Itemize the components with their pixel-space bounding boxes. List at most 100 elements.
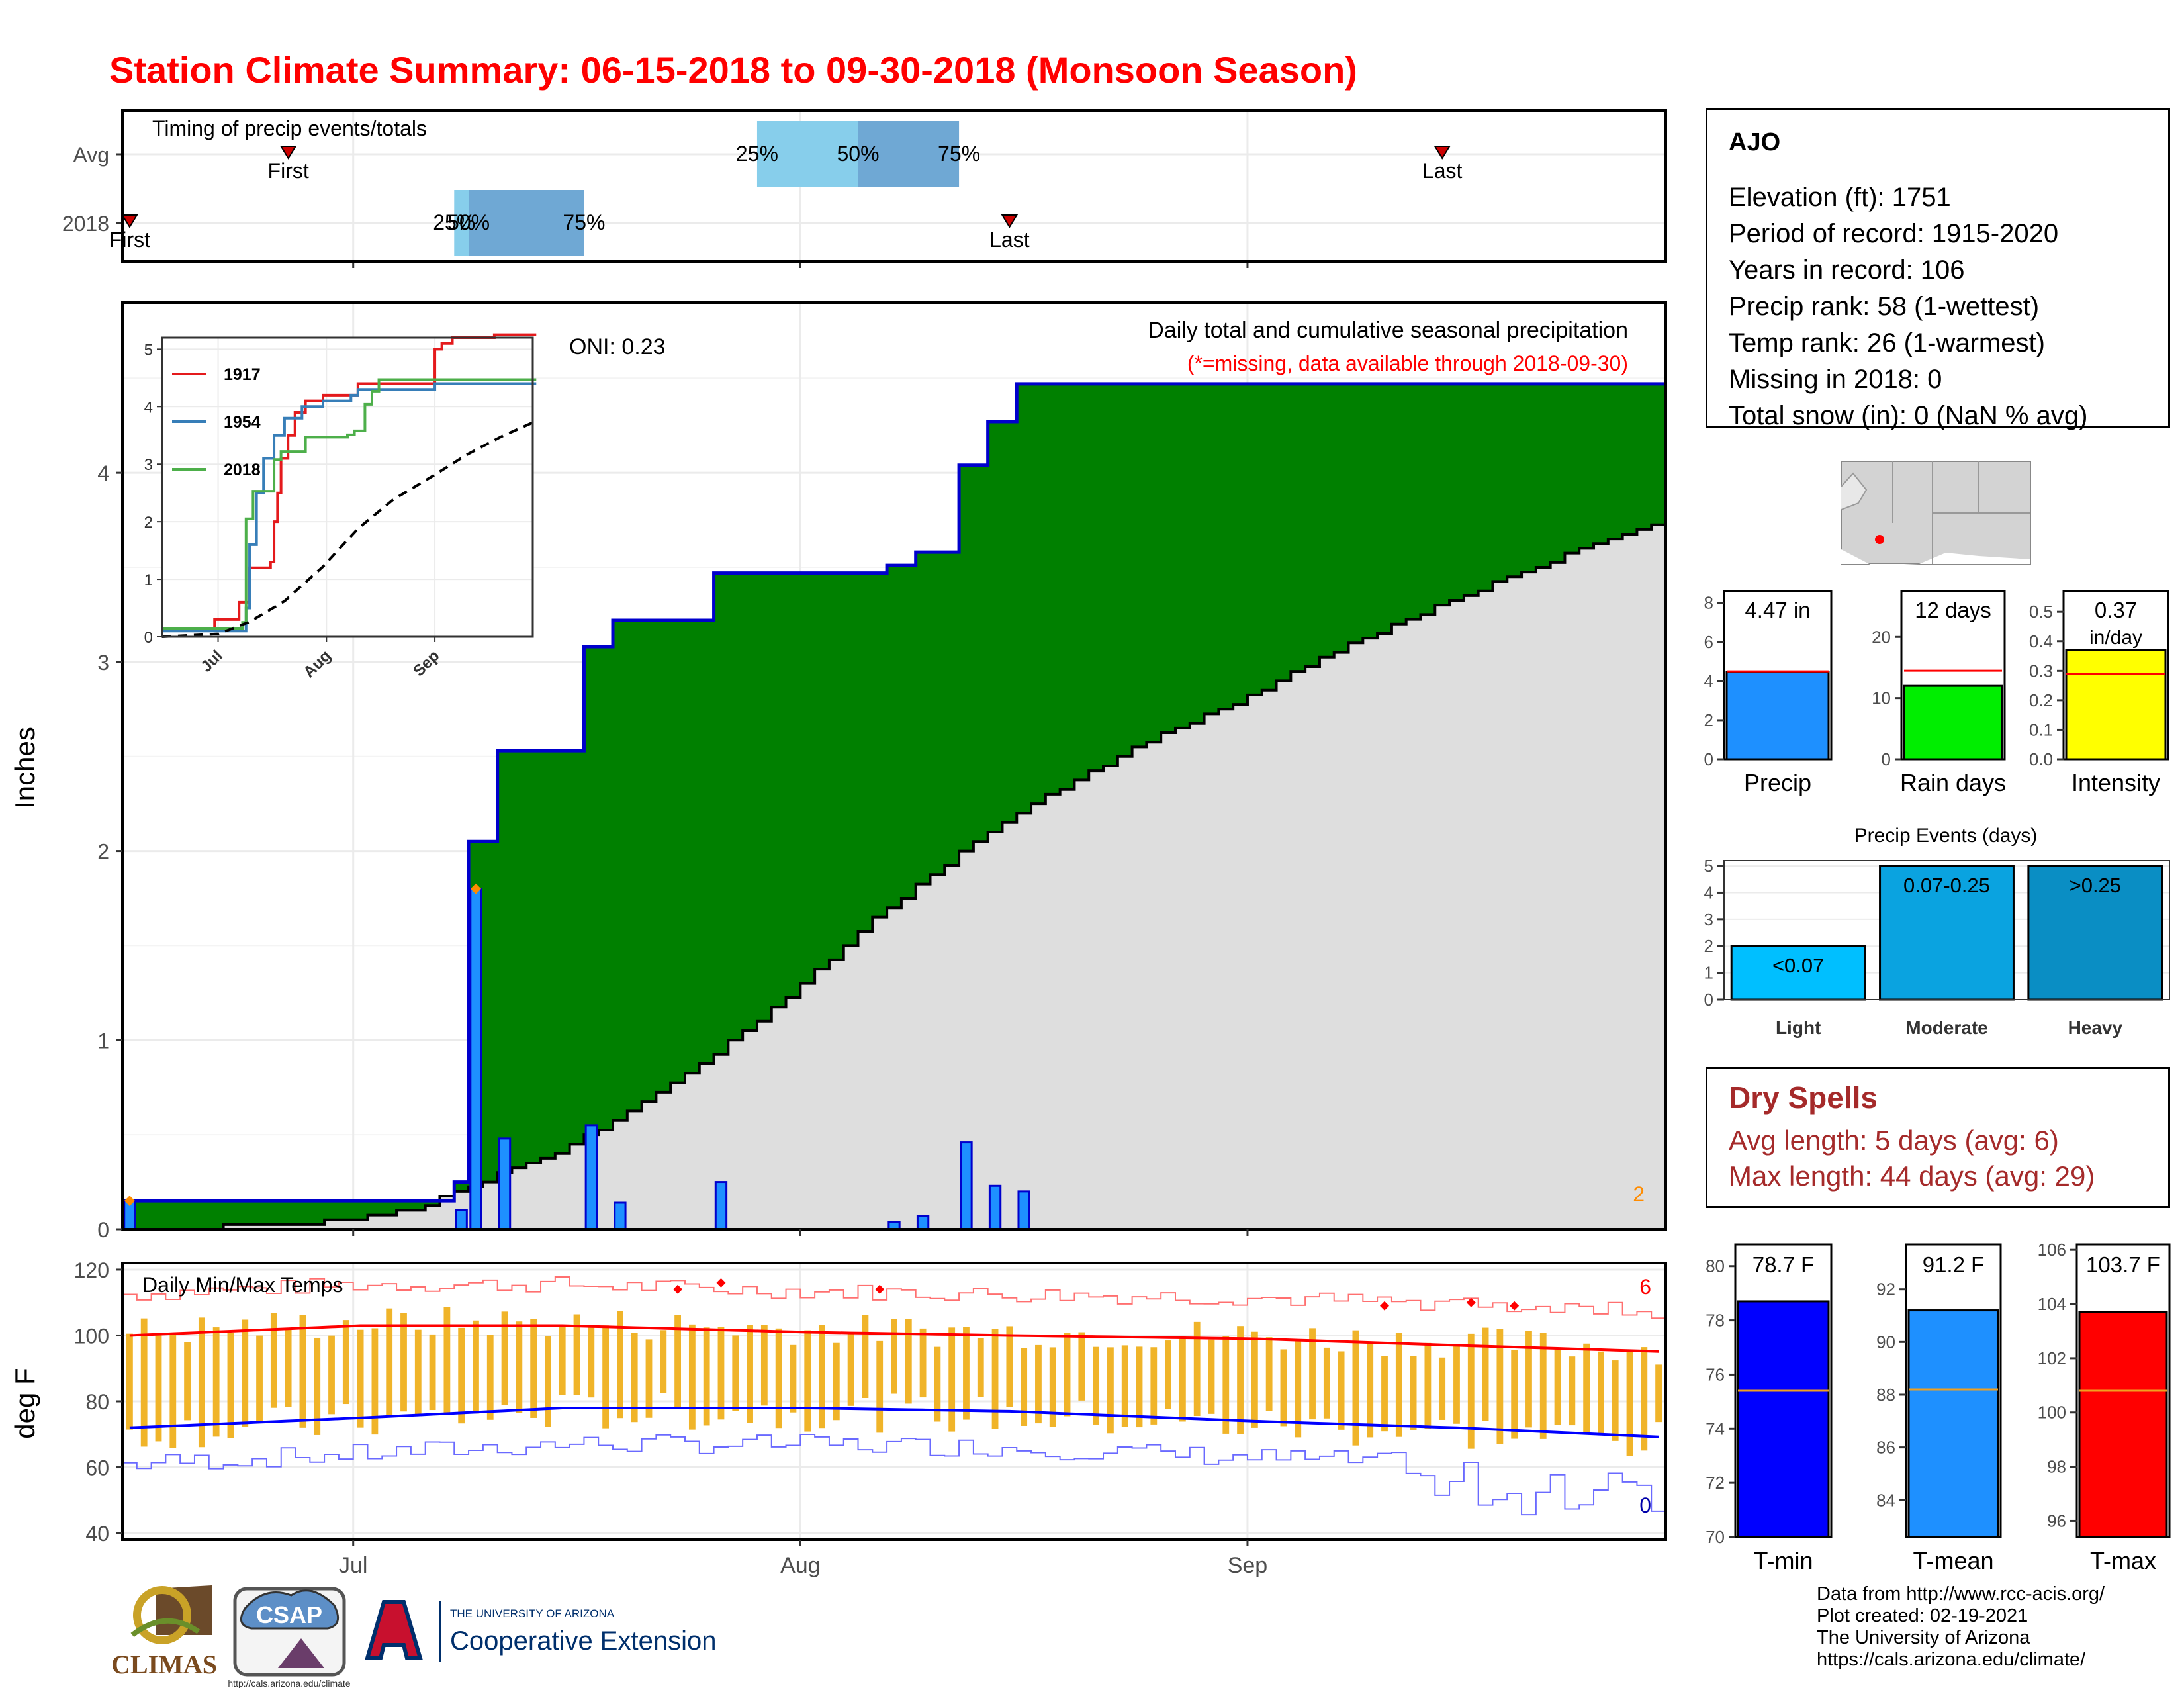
- daily-temp-range-bar: [516, 1321, 523, 1413]
- daily-temp-range-bar: [1150, 1347, 1158, 1425]
- dry-spells-title: Dry Spells: [1729, 1080, 1878, 1115]
- daily-temp-range-bar: [717, 1327, 725, 1420]
- summary-y-tick-label: 10: [1872, 688, 1891, 708]
- precip-count-label: 2: [1633, 1182, 1645, 1206]
- summary-value-label: 0.37: [2095, 598, 2137, 622]
- timing-q50-label: 50%: [837, 142, 879, 165]
- daily-temp-range-bar: [747, 1325, 753, 1423]
- summary-y-tick-label: 96: [2047, 1511, 2066, 1530]
- daily-temp-range-bar: [1021, 1348, 1028, 1426]
- summary-y-tick-label: 0.2: [2029, 690, 2053, 710]
- summary-bar-t-min: [1737, 1300, 1830, 1538]
- events-y-tick-label: 2: [1704, 936, 1713, 956]
- daily-temp-range-bar: [443, 1307, 451, 1413]
- daily-temp-range-bar: [1222, 1336, 1230, 1434]
- daily-temp-range-bar: [1569, 1356, 1576, 1426]
- inset-y-tick-label: 4: [144, 399, 153, 416]
- daily-temp-range-bar: [1424, 1342, 1432, 1429]
- timing-q25-q50-box: [454, 190, 469, 256]
- inset-legend-label: 1917: [224, 365, 261, 384]
- daily-temp-range-bar: [1136, 1346, 1143, 1428]
- daily-temp-range-bar: [198, 1317, 205, 1448]
- events-y-tick-label: 0: [1704, 990, 1713, 1009]
- summary-y-tick-label: 20: [1872, 627, 1891, 647]
- daily-temp-range-bar: [819, 1325, 825, 1429]
- daily-temp-range-bar: [934, 1346, 941, 1422]
- summary-y-tick-label: 70: [1706, 1527, 1725, 1547]
- daily-temp-range-bar: [847, 1331, 854, 1406]
- summary-y-tick-label: 4: [1704, 671, 1713, 691]
- inset-legend-label: 2018: [224, 461, 261, 479]
- timing-first-label: First: [109, 228, 150, 252]
- station-elevation: Elevation (ft): 1751: [1729, 183, 1951, 212]
- timing-q50-label: 50%: [447, 211, 490, 234]
- summary-y-tick-label: 6: [1704, 632, 1713, 652]
- daily-temp-range-bar: [501, 1311, 508, 1405]
- precip-y-tick-label: 4: [97, 461, 109, 485]
- inset-y-tick-label: 2: [144, 514, 153, 532]
- events-category-label: Heavy: [2068, 1017, 2123, 1038]
- events-title: Precip Events (days): [1854, 825, 2038, 847]
- temp-y-tick-label: 100: [74, 1324, 109, 1348]
- timing-q50-q75-box: [858, 121, 960, 187]
- daily-temp-range-bar: [1295, 1339, 1302, 1438]
- timing-panel-label: Timing of precip events/totals: [152, 117, 427, 140]
- summary-y-tick-label: 100: [2038, 1403, 2066, 1423]
- precip-plot-frame: [121, 301, 1667, 1231]
- daily-temp-range-bar: [486, 1335, 494, 1420]
- events-bar-label: <0.07: [1772, 954, 1824, 977]
- summary-y-tick-label: 84: [1876, 1490, 1895, 1510]
- figure-title: Station Climate Summary: 06-15-2018 to 0…: [109, 49, 1357, 91]
- daily-temp-range-bar: [1352, 1330, 1359, 1446]
- daily-temp-range-bar: [1237, 1326, 1244, 1434]
- inset-y-tick-label: 3: [144, 456, 153, 474]
- hot-count-label: 6: [1639, 1275, 1651, 1299]
- daily-precip-bar: [1017, 1190, 1030, 1231]
- timing-frame: [121, 109, 1667, 263]
- summary-y-tick-label: 0: [1882, 749, 1891, 769]
- timing-q75-label: 75%: [938, 142, 980, 165]
- temp-y-tick-label: 40: [85, 1522, 109, 1546]
- summary-name-label: T-mean: [1913, 1547, 1993, 1574]
- daily-temp-range-bar: [1467, 1333, 1475, 1449]
- summary-bar-precip: [1725, 671, 1830, 761]
- summary-y-tick-label: 0.0: [2029, 749, 2053, 769]
- x-tick-label-jul: Jul: [339, 1553, 367, 1578]
- events-frame: [1723, 860, 2170, 1000]
- daily-temp-range-bar: [1064, 1333, 1071, 1417]
- oni-label: ONI: 0.23: [569, 334, 666, 359]
- daily-temp-range-bar: [1496, 1329, 1504, 1444]
- above-average-area: [122, 383, 1666, 1229]
- daily-temp-range-bar: [1251, 1331, 1258, 1428]
- summary-y-tick-label: 0.3: [2029, 661, 2053, 680]
- events-y-tick-label: 5: [1704, 856, 1713, 876]
- record-high-line: [122, 1276, 1666, 1319]
- events-y-tick-label: 4: [1704, 882, 1713, 902]
- daily-temp-range-bar: [862, 1315, 869, 1398]
- daily-temp-range-bar: [876, 1340, 884, 1433]
- daily-temp-range-bar: [1049, 1347, 1056, 1427]
- precip-summary-bars: 0 2 4 6 8 4.47 in Precip 0 10 20 12 days Rain days 0…: [1704, 590, 2169, 796]
- temp-summary-bars: 70 72 74 76 78 80 78.7 F T-min 84 86 88 90 92 91.2 F T…: [1706, 1240, 2171, 1574]
- dry-spells-box: Dry Spells Avg length: 5 days (avg: 6) M…: [1706, 1067, 2170, 1208]
- average-max-temp-line: [129, 1324, 1659, 1353]
- events-bar-label: >0.25: [2070, 874, 2121, 897]
- timing-q25-label: 25%: [433, 211, 475, 234]
- x-tick-label-sep: Sep: [1228, 1553, 1268, 1578]
- daily-temp-range-bar: [342, 1320, 349, 1405]
- daily-temp-range-bar: [732, 1335, 739, 1411]
- summary-y-tick-label: 0.1: [2029, 720, 2053, 739]
- daily-precip-bar: [584, 1124, 598, 1231]
- daily-temp-range-bar: [1482, 1327, 1489, 1421]
- credit-data-source: Data from http://www.rcc-acis.org/: [1817, 1583, 2105, 1605]
- events-y-tick-label: 3: [1704, 910, 1713, 929]
- daily-temp-range-bar: [429, 1334, 436, 1411]
- daily-temp-range-bar: [242, 1319, 249, 1427]
- daily-temp-range-bar: [155, 1334, 162, 1442]
- inset-series-1954: [162, 382, 537, 633]
- csap-cloud-icon: [240, 1589, 340, 1630]
- summary-y-tick-label: 98: [2047, 1457, 2066, 1477]
- timing-q50-q75-box: [469, 190, 584, 256]
